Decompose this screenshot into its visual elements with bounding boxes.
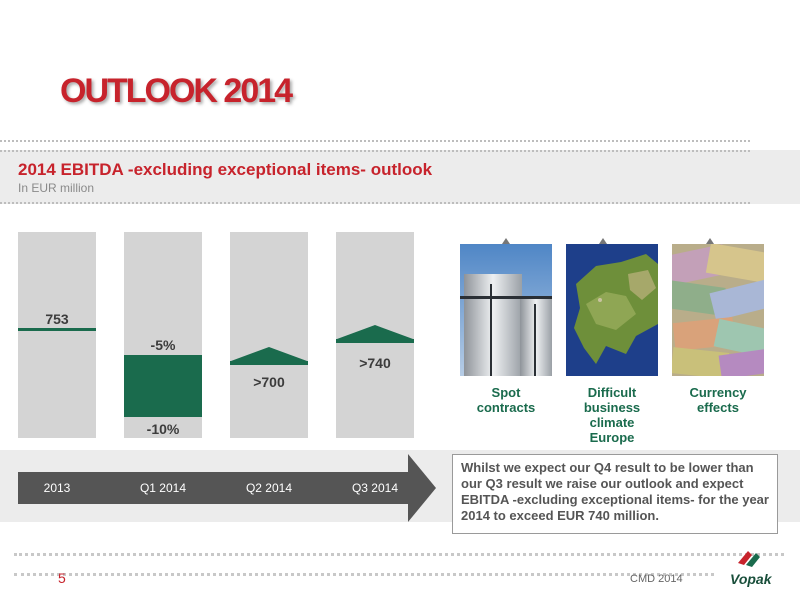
factor-line: effects — [697, 400, 739, 415]
data-label-2013: 753 — [45, 311, 69, 327]
bar-line-q3-2014 — [336, 339, 414, 343]
europe-map-photo — [566, 244, 658, 376]
factor-line: climate — [589, 415, 635, 430]
tick-label-q3-2014: Q3 2014 — [351, 481, 399, 495]
footer-event: CMD 2014 — [630, 573, 683, 585]
factor-line: business — [583, 400, 641, 415]
data-label-q2: >700 — [253, 374, 285, 390]
pin-icon — [706, 238, 714, 244]
outlook-callout: Whilst we expect our Q4 result to be low… — [452, 454, 778, 534]
bar-line-2013 — [18, 328, 96, 331]
factor-line: Spot — [491, 385, 521, 400]
column-2013 — [18, 232, 96, 438]
subtitle-band — [0, 150, 800, 204]
slide-title: OUTLOOK 2014 — [60, 72, 293, 110]
data-label-q3: >740 — [359, 355, 391, 371]
up-arrow-q2-icon — [231, 347, 307, 361]
unit-label: In EUR million — [18, 181, 95, 195]
vopak-logo-text: Vopak — [730, 571, 772, 587]
up-arrow-q3-icon — [337, 325, 413, 339]
tick-label-2013: 2013 — [43, 481, 71, 495]
factor-line: Currency — [689, 385, 747, 400]
footer-divider — [14, 573, 714, 576]
banknotes-photo — [663, 243, 773, 380]
pin-icon — [502, 238, 510, 244]
column-q2-2014 — [230, 232, 308, 438]
factor-line: Europe — [589, 430, 635, 445]
data-label-q1-bottom: -10% — [146, 421, 180, 437]
subtitle-bottom-divider — [0, 202, 750, 204]
factor-line: contracts — [476, 400, 536, 415]
tick-label-q2-2014: Q2 2014 — [245, 481, 293, 495]
tick-label-q1-2014: Q1 2014 — [139, 481, 187, 495]
storage-tanks-photo — [460, 244, 552, 376]
timeline-arrow-head-icon — [408, 454, 436, 522]
factor-label-currency-effects: Currency effects — [672, 385, 764, 415]
bar-range-q1-2014 — [124, 355, 202, 417]
factor-label-spot-contracts: Spot contracts — [460, 385, 552, 415]
page-number: 5 — [58, 570, 66, 586]
vopak-logo-icon — [736, 549, 762, 574]
subtitle-top-divider — [0, 150, 750, 152]
data-label-q1-top: -5% — [150, 337, 176, 353]
bar-line-q2-2014 — [230, 361, 308, 365]
factor-line: Difficult — [587, 385, 637, 400]
timeline-arrow — [18, 472, 408, 504]
chart-subtitle: 2014 EBITDA -excluding exceptional items… — [18, 160, 433, 179]
factor-label-business-climate: Difficult business climate Europe — [566, 385, 658, 445]
pin-icon — [599, 238, 607, 244]
footer-divider — [14, 553, 784, 556]
title-divider — [0, 140, 750, 142]
